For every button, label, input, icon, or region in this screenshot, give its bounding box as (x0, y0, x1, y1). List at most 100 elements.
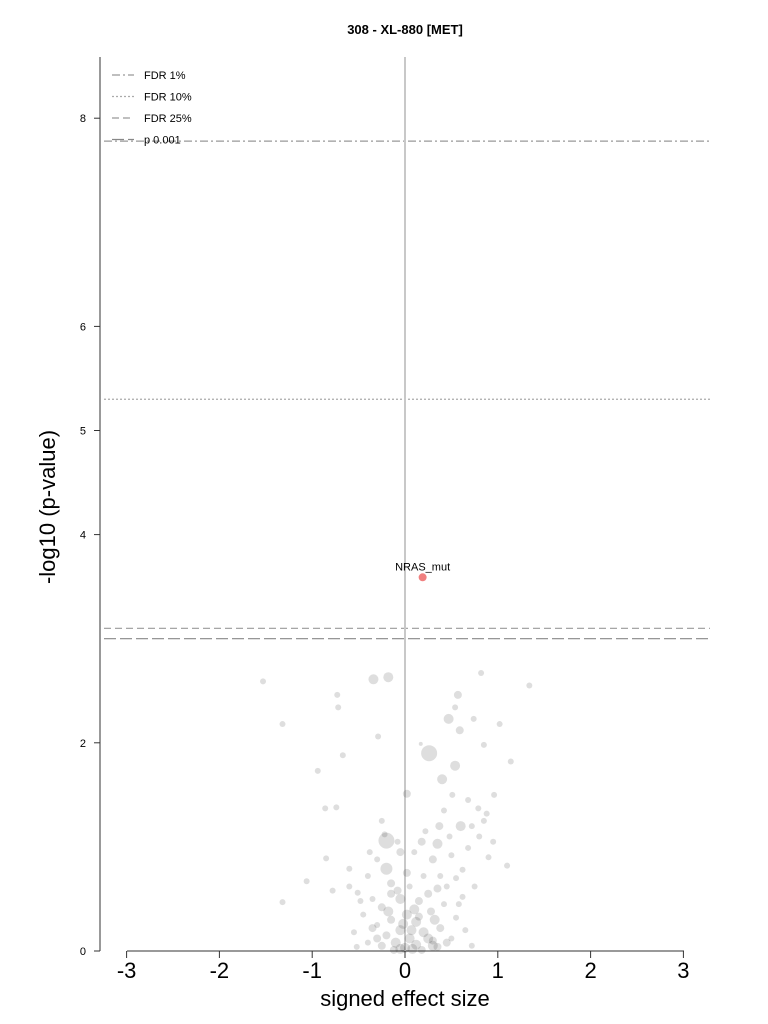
data-point (323, 855, 330, 862)
data-point (404, 933, 415, 944)
data-point (418, 741, 423, 746)
data-point (279, 899, 286, 906)
data-point (360, 911, 367, 918)
data-point (471, 883, 478, 890)
data-point (409, 904, 420, 915)
y-axis-label: -log10 (p-value) (35, 430, 60, 584)
data-point (402, 868, 411, 877)
data-point (448, 935, 455, 942)
data-point (329, 887, 336, 894)
data-point (459, 893, 466, 900)
data-point (369, 895, 376, 902)
data-point (470, 715, 477, 722)
data-point (389, 945, 398, 954)
x-tick-label: 2 (584, 958, 596, 983)
data-point (440, 807, 447, 814)
data-point (374, 921, 381, 928)
data-point (468, 823, 475, 830)
data-point (387, 889, 396, 898)
legend: FDR 1% FDR 10% FDR 25% p 0.001 (112, 70, 192, 147)
x-tick-label: 3 (677, 958, 689, 983)
legend-label: FDR 25% (144, 113, 192, 125)
data-point (455, 901, 462, 908)
data-point (462, 927, 469, 934)
data-point (357, 898, 364, 905)
data-point (526, 682, 533, 689)
data-point (465, 797, 472, 804)
highlight-label: NRAS_mut (395, 561, 450, 573)
data-point (394, 838, 401, 845)
data-point (383, 906, 394, 917)
data-point (485, 854, 492, 861)
data-point (459, 866, 466, 873)
data-point (378, 832, 395, 849)
data-point (406, 883, 413, 890)
x-tick-label: -2 (210, 958, 230, 983)
data-point (411, 849, 418, 856)
data-point (468, 942, 475, 949)
data-point (378, 817, 385, 824)
data-point (368, 924, 377, 933)
data-point (453, 914, 460, 921)
data-point (322, 805, 329, 812)
data-point (335, 704, 342, 711)
data-point (437, 774, 448, 785)
legend-label: FDR 10% (144, 92, 192, 104)
data-point (465, 844, 472, 851)
data-point (448, 852, 455, 859)
data-point (350, 929, 357, 936)
y-tick-label: 8 (80, 113, 86, 125)
data-point (504, 862, 511, 869)
data-point (455, 821, 466, 832)
data-point (333, 804, 340, 811)
x-axis-label: signed effect size (320, 986, 490, 1011)
data-point (407, 943, 418, 954)
data-point (354, 889, 361, 896)
data-point (375, 733, 382, 740)
data-point (377, 903, 386, 912)
data-point (346, 883, 353, 890)
data-point (411, 939, 422, 950)
data-point (414, 912, 423, 921)
data-point (428, 855, 437, 864)
data-point (396, 848, 405, 857)
data-point (353, 943, 360, 950)
y-tick-label: 5 (80, 426, 86, 438)
data-point (433, 942, 442, 951)
data-point (450, 760, 461, 771)
data-point (395, 893, 406, 904)
data-point (395, 943, 406, 954)
data-point (455, 726, 464, 735)
data-point (393, 886, 402, 895)
data-point (423, 933, 434, 944)
y-axis-ticks: 0 2 4 5 6 8 (80, 113, 100, 958)
data-point (507, 758, 514, 765)
data-point (446, 833, 453, 840)
x-tick-label: -3 (117, 958, 137, 983)
data-point (401, 909, 412, 920)
data-point (387, 915, 396, 924)
data-point (491, 791, 498, 798)
data-point (424, 889, 433, 898)
data-point (414, 897, 423, 906)
data-point (395, 925, 406, 936)
data-point (346, 865, 353, 872)
data-points (260, 670, 533, 954)
data-point (303, 878, 310, 885)
data-point (427, 940, 438, 951)
data-point (428, 936, 437, 945)
data-point (453, 690, 462, 699)
y-tick-label: 6 (80, 321, 86, 333)
data-point (436, 924, 445, 933)
data-point (366, 849, 373, 856)
data-point (382, 931, 391, 940)
data-point (476, 833, 483, 840)
data-point (426, 907, 435, 916)
threshold-lines (104, 140, 710, 640)
data-point (478, 670, 485, 677)
data-point (387, 879, 396, 888)
data-point (334, 691, 341, 698)
data-point (437, 873, 444, 880)
data-point (402, 789, 411, 798)
